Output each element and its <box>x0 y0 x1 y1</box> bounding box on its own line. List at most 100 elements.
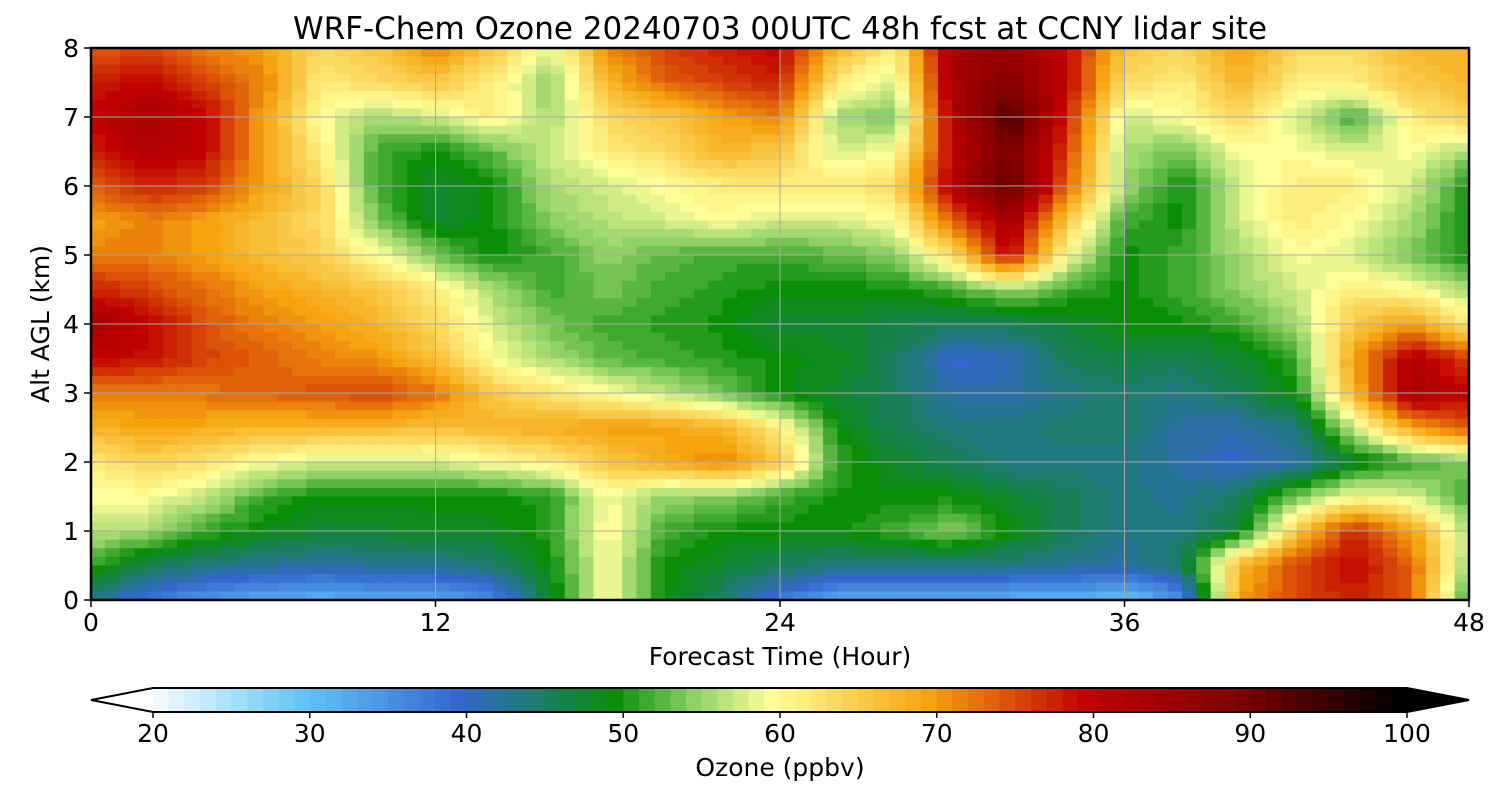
heatmap-cell <box>593 479 609 489</box>
heatmap-cell <box>320 401 336 411</box>
heatmap-cell <box>191 298 207 308</box>
heatmap-cell <box>134 280 150 291</box>
heatmap-cell <box>306 91 322 101</box>
heatmap-cell <box>823 246 839 256</box>
heatmap-cell <box>708 220 724 230</box>
heatmap-cell <box>263 410 279 420</box>
heatmap-cell <box>435 401 451 411</box>
heatmap-cell <box>1339 108 1355 118</box>
heatmap-cell <box>1296 73 1312 84</box>
heatmap-cell <box>1038 298 1054 308</box>
heatmap-cell <box>851 168 867 178</box>
heatmap-cell <box>507 48 523 58</box>
heatmap-cell <box>335 367 350 377</box>
heatmap-cell <box>507 324 523 334</box>
heatmap-cell <box>464 341 480 351</box>
heatmap-cell <box>378 168 394 178</box>
heatmap-cell <box>191 470 207 480</box>
heatmap-cell <box>708 186 724 196</box>
heatmap-cell <box>823 332 839 342</box>
heatmap-cell <box>794 229 810 239</box>
heatmap-cell <box>708 211 724 222</box>
heatmap-cell <box>1354 315 1370 325</box>
heatmap-cell <box>449 332 465 342</box>
heatmap-cell <box>464 91 480 101</box>
heatmap-cell <box>291 117 307 127</box>
heatmap-cell <box>1268 160 1283 170</box>
heatmap-cell <box>579 56 594 66</box>
heatmap-cell <box>492 142 508 153</box>
heatmap-cell <box>378 246 394 256</box>
heatmap-cell <box>564 358 580 368</box>
heatmap-cell <box>1138 332 1154 342</box>
heatmap-cell <box>923 298 939 308</box>
heatmap-cell <box>736 203 752 213</box>
heatmap-cell <box>1425 160 1441 170</box>
heatmap-cell <box>1153 479 1169 489</box>
heatmap-cell <box>1009 444 1025 454</box>
heatmap-cell <box>306 142 322 153</box>
heatmap-cell <box>1095 151 1111 161</box>
heatmap-cell <box>1052 177 1068 187</box>
heatmap-cell <box>177 203 193 213</box>
heatmap-cell <box>248 341 264 351</box>
heatmap-cell <box>234 65 250 75</box>
heatmap-cell <box>708 358 724 368</box>
heatmap-cell <box>1009 272 1025 282</box>
heatmap-cell <box>248 134 264 144</box>
heatmap-cell <box>736 108 752 118</box>
heatmap-cell <box>808 255 824 265</box>
heatmap-cell <box>751 237 767 247</box>
heatmap-cell <box>478 91 494 101</box>
heatmap-cell <box>708 194 724 204</box>
heatmap-cell <box>780 237 795 247</box>
heatmap-cell <box>435 65 451 75</box>
heatmap-cell <box>1239 315 1255 325</box>
heatmap-cell <box>205 73 221 84</box>
heatmap-cell <box>177 272 193 282</box>
heatmap-cell <box>736 220 752 230</box>
heatmap-cell <box>1282 194 1298 204</box>
heatmap-cell <box>937 237 953 247</box>
heatmap-cell <box>1138 99 1154 109</box>
heatmap-cell <box>1354 462 1370 472</box>
heatmap-cell <box>263 82 279 92</box>
heatmap-cell <box>1024 393 1039 403</box>
heatmap-cell <box>550 453 566 463</box>
heatmap-cell <box>1038 134 1054 144</box>
heatmap-cell <box>464 280 480 291</box>
heatmap-cell <box>665 194 681 204</box>
heatmap-cell <box>1138 125 1154 135</box>
heatmap-cell <box>650 487 666 498</box>
heatmap-cell <box>291 358 307 368</box>
heatmap-cell <box>507 211 523 222</box>
heatmap-cell <box>1311 418 1327 429</box>
heatmap-cell <box>665 108 681 118</box>
heatmap-cell <box>248 237 264 247</box>
heatmap-cell <box>751 99 767 109</box>
heatmap-cell <box>808 462 824 472</box>
heatmap-cell <box>765 160 781 170</box>
heatmap-cell <box>1296 280 1312 291</box>
heatmap-cell <box>119 142 135 153</box>
heatmap-cell <box>205 108 221 118</box>
heatmap-cell <box>851 255 867 265</box>
heatmap-cell <box>679 246 695 256</box>
heatmap-cell <box>148 393 164 403</box>
heatmap-cell <box>650 142 666 153</box>
heatmap-cell <box>1339 418 1355 429</box>
heatmap-cell <box>406 393 422 403</box>
heatmap-cell <box>320 358 336 368</box>
heatmap-cell <box>1397 73 1413 84</box>
heatmap-cell <box>535 91 551 101</box>
heatmap-cell <box>119 375 135 385</box>
heatmap-cell <box>1210 82 1226 92</box>
heatmap-cell <box>191 341 207 351</box>
heatmap-cell <box>1354 453 1370 463</box>
heatmap-cell <box>1196 315 1212 325</box>
heatmap-cell <box>1138 108 1154 118</box>
heatmap-cell <box>191 289 207 299</box>
heatmap-cell <box>1210 375 1226 385</box>
heatmap-cell <box>234 410 250 420</box>
heatmap-cell <box>435 315 451 325</box>
